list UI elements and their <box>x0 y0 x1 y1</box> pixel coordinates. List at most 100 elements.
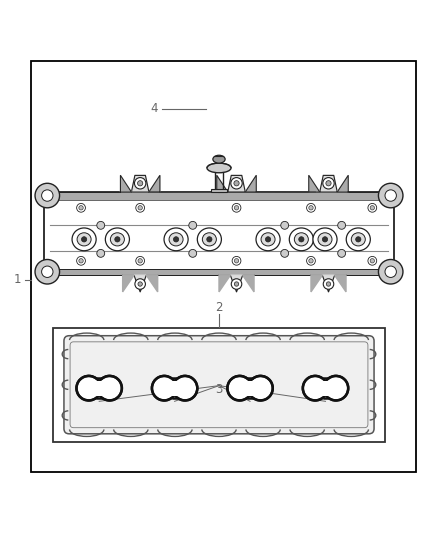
Circle shape <box>227 376 252 400</box>
Circle shape <box>234 282 239 286</box>
Ellipse shape <box>256 228 280 251</box>
Circle shape <box>97 376 122 400</box>
Circle shape <box>79 206 83 210</box>
Circle shape <box>368 256 377 265</box>
Circle shape <box>231 279 242 289</box>
Circle shape <box>307 256 315 265</box>
Ellipse shape <box>164 228 188 251</box>
Polygon shape <box>219 275 230 292</box>
Circle shape <box>378 260 403 284</box>
Circle shape <box>152 376 177 400</box>
Bar <box>211 189 227 192</box>
Circle shape <box>135 279 145 289</box>
Circle shape <box>42 266 53 278</box>
Polygon shape <box>245 175 256 192</box>
Ellipse shape <box>313 228 337 251</box>
Ellipse shape <box>105 228 130 251</box>
Circle shape <box>338 249 346 257</box>
Circle shape <box>368 204 377 212</box>
Bar <box>164 381 185 395</box>
Polygon shape <box>120 175 160 192</box>
Circle shape <box>138 282 142 286</box>
Circle shape <box>138 206 142 210</box>
Polygon shape <box>337 175 348 192</box>
Ellipse shape <box>202 233 216 246</box>
Circle shape <box>77 204 85 212</box>
Circle shape <box>35 183 60 208</box>
Polygon shape <box>243 275 254 292</box>
Text: 2: 2 <box>215 301 223 314</box>
Circle shape <box>97 249 105 257</box>
Bar <box>48 192 390 200</box>
Ellipse shape <box>197 228 221 251</box>
Polygon shape <box>149 175 160 192</box>
Circle shape <box>189 221 197 229</box>
Ellipse shape <box>261 233 275 246</box>
Circle shape <box>232 256 241 265</box>
Circle shape <box>378 183 403 208</box>
Ellipse shape <box>77 233 91 246</box>
Circle shape <box>35 260 60 284</box>
Circle shape <box>309 259 313 263</box>
Circle shape <box>338 221 346 229</box>
Polygon shape <box>217 175 228 192</box>
Circle shape <box>42 190 53 201</box>
Circle shape <box>307 204 315 212</box>
Circle shape <box>79 259 83 263</box>
Circle shape <box>81 237 87 242</box>
Bar <box>315 381 336 395</box>
Circle shape <box>385 190 396 201</box>
Circle shape <box>232 204 241 212</box>
Circle shape <box>231 177 242 189</box>
Circle shape <box>309 206 313 210</box>
Circle shape <box>385 266 396 278</box>
Polygon shape <box>123 275 134 292</box>
Polygon shape <box>146 275 158 292</box>
Circle shape <box>323 279 334 289</box>
Bar <box>240 381 261 395</box>
Bar <box>89 381 110 395</box>
Circle shape <box>234 181 239 186</box>
Circle shape <box>138 259 142 263</box>
Circle shape <box>326 181 331 186</box>
Circle shape <box>265 237 271 242</box>
Circle shape <box>303 376 327 400</box>
Polygon shape <box>311 275 322 292</box>
Circle shape <box>326 282 331 286</box>
Ellipse shape <box>213 155 225 163</box>
Polygon shape <box>309 175 320 192</box>
Ellipse shape <box>294 233 308 246</box>
Polygon shape <box>311 275 346 292</box>
Bar <box>44 192 394 275</box>
Circle shape <box>299 237 304 242</box>
Text: 1: 1 <box>14 273 21 286</box>
Text: 3: 3 <box>215 383 223 395</box>
Circle shape <box>322 237 328 242</box>
Circle shape <box>138 181 143 186</box>
Circle shape <box>115 237 120 242</box>
Circle shape <box>134 177 146 189</box>
Circle shape <box>97 221 105 229</box>
Ellipse shape <box>318 233 332 246</box>
Circle shape <box>281 221 289 229</box>
Circle shape <box>248 376 273 400</box>
FancyBboxPatch shape <box>64 336 374 434</box>
Circle shape <box>207 237 212 242</box>
Circle shape <box>136 204 145 212</box>
Polygon shape <box>335 275 346 292</box>
Circle shape <box>324 376 348 400</box>
Circle shape <box>136 256 145 265</box>
Circle shape <box>77 256 85 265</box>
Bar <box>48 269 390 275</box>
Circle shape <box>189 249 197 257</box>
Circle shape <box>77 376 101 400</box>
Circle shape <box>323 177 334 189</box>
Ellipse shape <box>346 228 371 251</box>
Polygon shape <box>219 275 254 292</box>
Ellipse shape <box>110 233 124 246</box>
Ellipse shape <box>207 163 231 173</box>
Circle shape <box>173 376 197 400</box>
Ellipse shape <box>72 228 96 251</box>
Circle shape <box>234 206 239 210</box>
Circle shape <box>173 237 179 242</box>
